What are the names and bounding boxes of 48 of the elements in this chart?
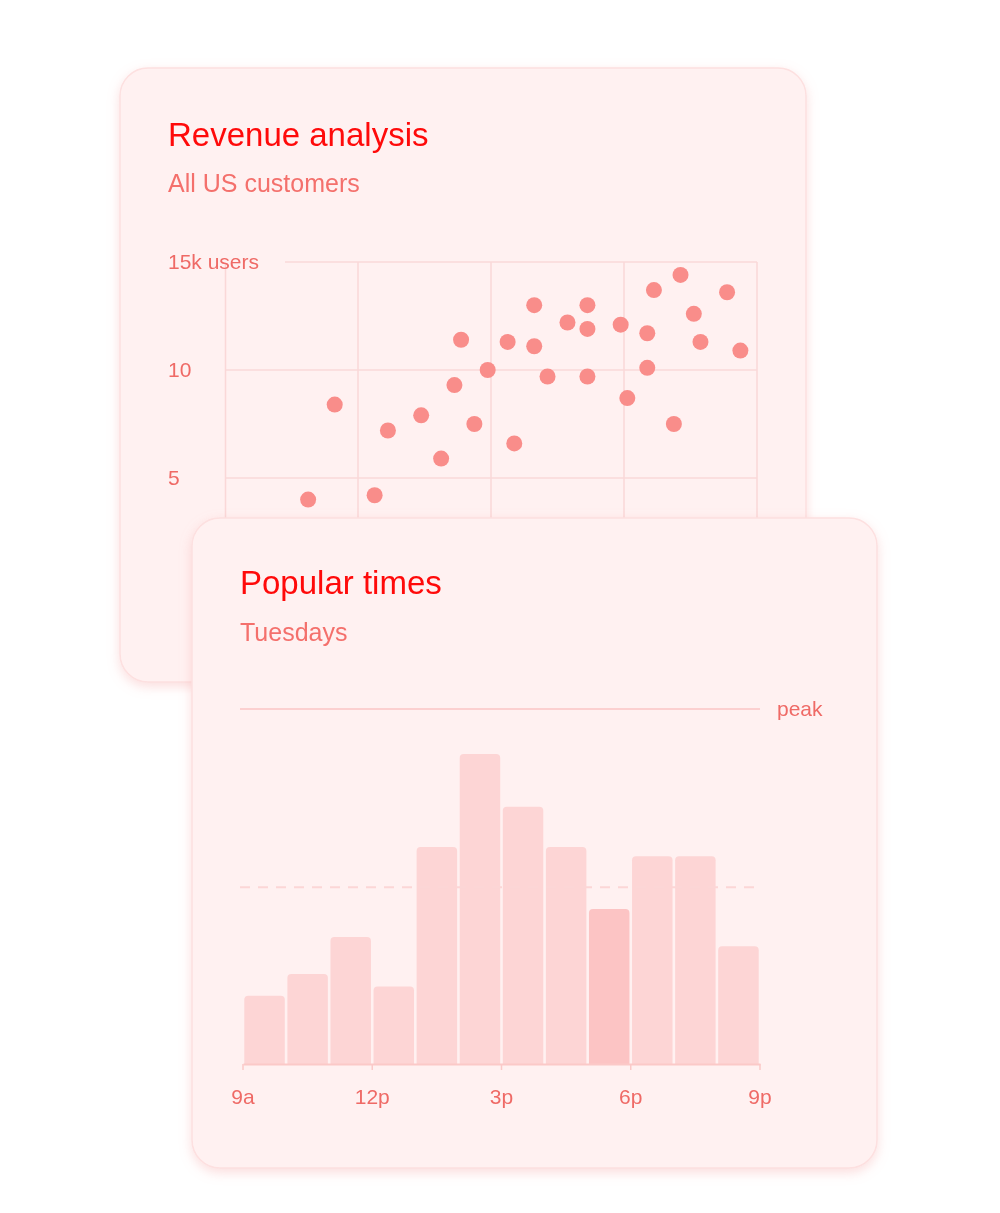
chart-subtitle: Tuesdays xyxy=(240,618,348,646)
text: 3p xyxy=(489,1085,514,1108)
point xyxy=(719,284,736,301)
point xyxy=(619,390,636,407)
text: 12p xyxy=(354,1085,390,1108)
point xyxy=(559,314,576,331)
bar xyxy=(287,974,328,1064)
point xyxy=(300,491,317,508)
point xyxy=(539,368,556,385)
point xyxy=(579,320,596,337)
text: 9p xyxy=(748,1085,772,1108)
bar xyxy=(244,995,285,1064)
point xyxy=(639,359,656,376)
y-tick-label: 10 xyxy=(168,358,192,382)
point xyxy=(639,325,656,342)
y-tick-label: 5 xyxy=(168,466,180,490)
point xyxy=(379,422,396,439)
bar xyxy=(330,936,371,1064)
point xyxy=(526,297,543,314)
point xyxy=(446,377,463,394)
chart-title: Revenue analysis xyxy=(168,116,429,153)
chart-subtitle: All US customers xyxy=(168,169,360,197)
point xyxy=(645,282,662,299)
point xyxy=(526,338,543,355)
ref-line-label: peak xyxy=(777,697,824,721)
point xyxy=(579,368,596,385)
point xyxy=(479,362,496,378)
bar xyxy=(373,986,415,1064)
text: 9a xyxy=(231,1085,255,1108)
point xyxy=(453,331,470,348)
point xyxy=(499,333,516,350)
point xyxy=(685,305,702,322)
point xyxy=(506,435,523,452)
point xyxy=(433,450,450,467)
chart-title: Popular times xyxy=(240,564,442,601)
y-tick-label: 15k users xyxy=(168,250,260,274)
point xyxy=(579,297,596,314)
text: 6p xyxy=(619,1085,643,1108)
point xyxy=(612,316,629,333)
point xyxy=(732,342,749,359)
point xyxy=(665,416,682,432)
point xyxy=(692,333,709,350)
point xyxy=(366,487,383,504)
bar xyxy=(718,946,759,1064)
point xyxy=(672,266,689,283)
point xyxy=(326,396,343,413)
point xyxy=(466,416,483,432)
point xyxy=(413,407,430,424)
